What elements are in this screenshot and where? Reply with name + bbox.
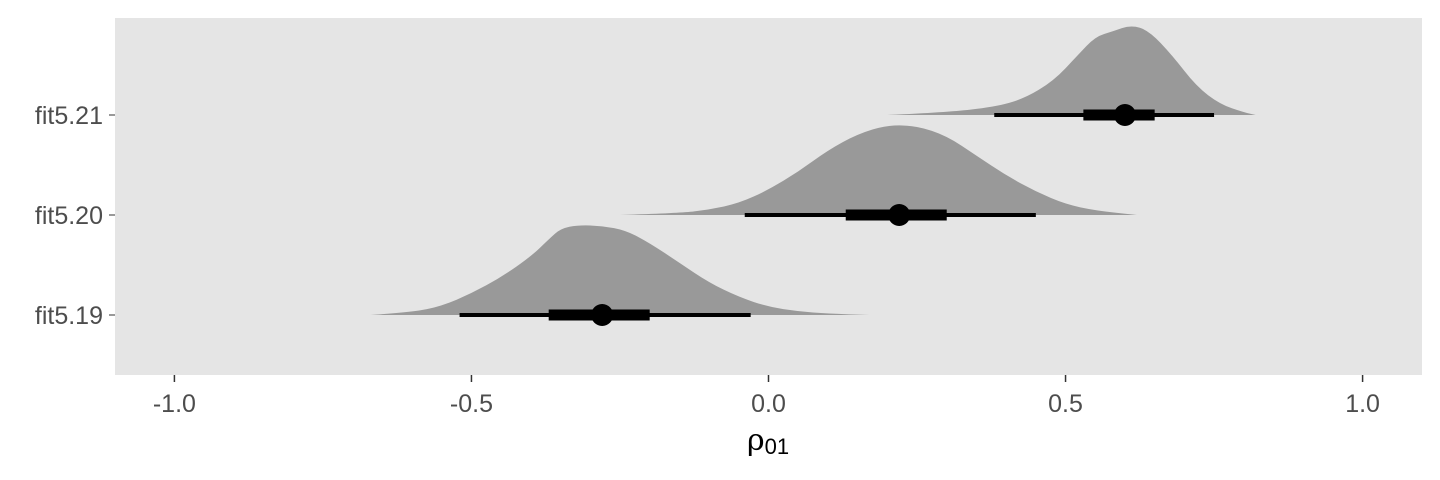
median-point-fit5.21	[1113, 104, 1136, 126]
series-fit5.21	[887, 26, 1256, 126]
density-fit5.21	[887, 26, 1256, 116]
y-tick-label-fit5.21: fit5.21	[35, 102, 103, 130]
x-tick-label-1: -0.5	[450, 390, 493, 418]
x-axis: -1.0 -0.5 0.0 0.5 1.0	[153, 375, 1380, 418]
median-point-fit5.19	[591, 304, 614, 326]
x-tick-label-0: -1.0	[153, 390, 196, 418]
x-axis-title: ρ01	[747, 423, 789, 459]
x-axis-title-symbol: ρ	[747, 423, 765, 458]
x-tick-label-4: 1.0	[1345, 390, 1380, 418]
series-fit5.19	[370, 225, 870, 326]
x-tick-label-3: 0.5	[1048, 390, 1083, 418]
x-tick-label-2: 0.0	[751, 390, 786, 418]
y-tick-label-fit5.19: fit5.19	[35, 302, 103, 330]
x-axis-title-subscript: 01	[765, 434, 789, 459]
density-fit5.20	[619, 125, 1137, 215]
density-fit5.19	[370, 225, 870, 315]
series-fit5.20	[619, 125, 1137, 226]
chart-marks	[370, 26, 1256, 326]
y-tick-label-fit5.20: fit5.20	[35, 202, 103, 230]
y-axis: fit5.19 fit5.20 fit5.21	[35, 102, 115, 330]
median-point-fit5.20	[888, 204, 911, 226]
